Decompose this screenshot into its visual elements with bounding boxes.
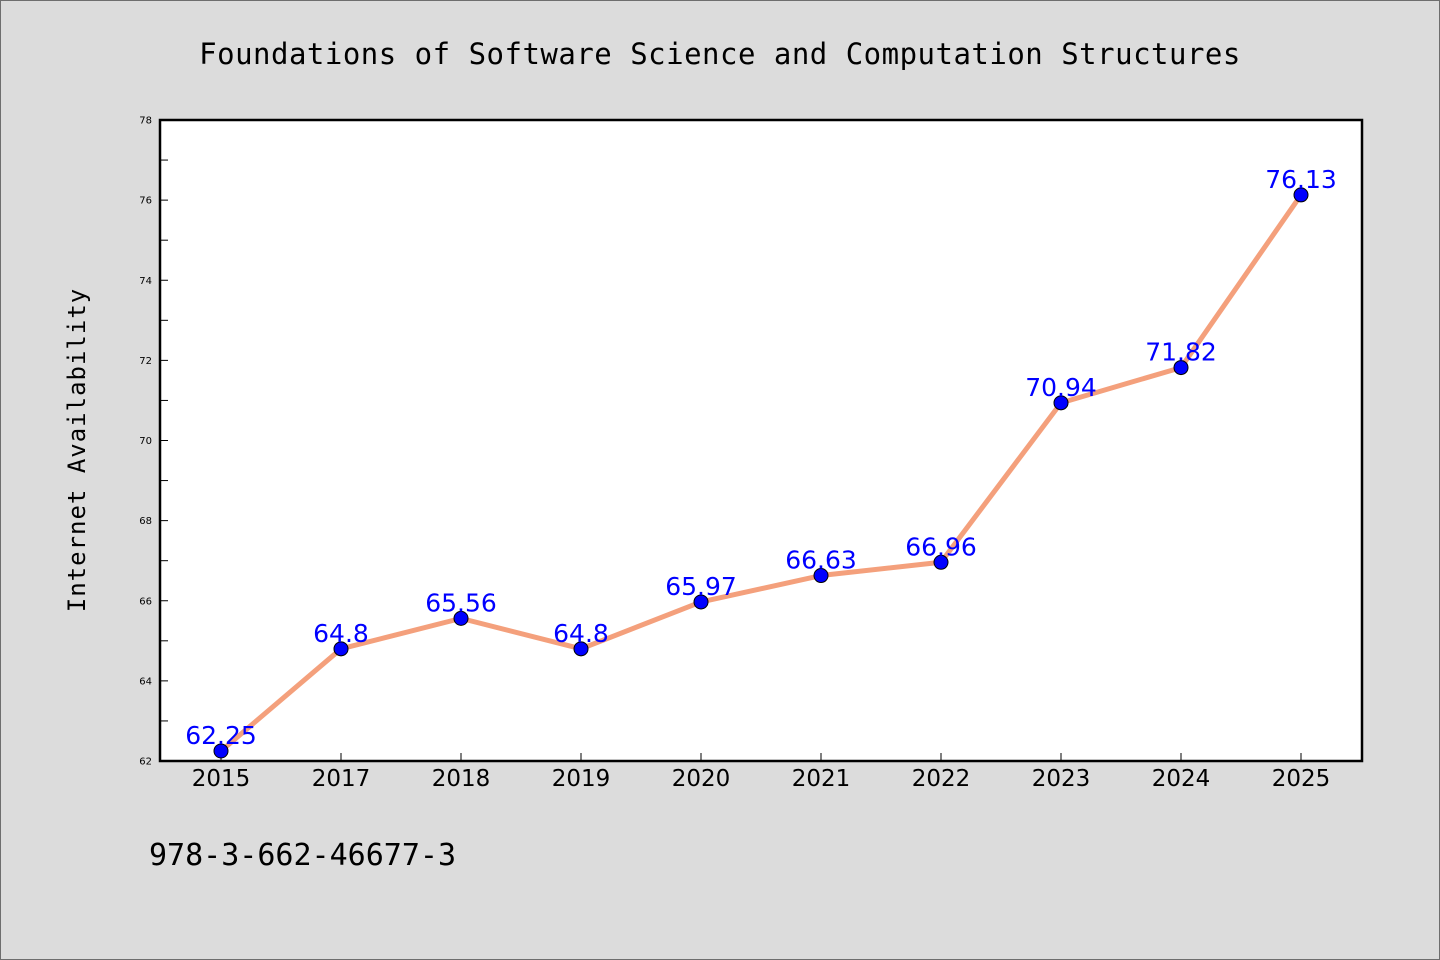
data-label: 66.63 <box>785 546 857 575</box>
data-label: 70.94 <box>1025 373 1097 402</box>
x-tick-label: 2018 <box>432 766 491 792</box>
data-point <box>1293 187 1309 203</box>
x-tick-label: 2022 <box>912 766 971 792</box>
data-label: 71.82 <box>1145 338 1217 367</box>
data-point <box>213 743 229 759</box>
data-label-layer: 62.25 64.8 65.56 64.8 65.97 66.63 66.96 70.94 71… <box>185 165 1337 750</box>
y-tick-label: 76 <box>139 196 152 207</box>
y-axis-label: Internet Availability <box>63 288 91 612</box>
data-label: 76.13 <box>1265 165 1337 194</box>
data-point <box>453 610 469 626</box>
plot-frame <box>158 118 1364 763</box>
y-tick-label: 68 <box>139 516 152 527</box>
x-tick-label: 2024 <box>1152 766 1211 792</box>
data-label: 66.96 <box>905 532 977 561</box>
x-tick-label: 2020 <box>672 766 731 792</box>
data-label: 65.97 <box>665 572 737 601</box>
x-tick-label: 2021 <box>792 766 851 792</box>
chart-title: Foundations of Software Science and Comp… <box>199 37 1241 71</box>
data-point <box>693 594 709 610</box>
x-tick-label: 2025 <box>1272 766 1331 792</box>
data-point <box>333 641 349 657</box>
x-tick-label: 2015 <box>192 766 251 792</box>
data-point <box>573 641 589 657</box>
data-label: 64.8 <box>313 619 369 648</box>
y-tick-label: 78 <box>139 116 152 127</box>
axis-ticks: 62 64 66 68 70 72 74 76 78 2015 2017 2018 2019 2020 20… <box>139 116 1330 793</box>
y-tick-label: 74 <box>139 276 152 287</box>
data-point <box>933 554 949 570</box>
data-point-layer <box>213 187 1309 759</box>
series-line <box>218 192 1304 754</box>
data-point <box>1173 360 1189 376</box>
data-label: 62.25 <box>185 721 257 750</box>
y-tick-label: 72 <box>139 356 152 367</box>
data-point <box>1053 395 1069 411</box>
isbn-footer: 978-3-662-46677-3 <box>149 838 456 873</box>
x-tick-label: 2017 <box>312 766 371 792</box>
y-tick-label: 66 <box>139 596 152 607</box>
data-label: 64.8 <box>553 619 609 648</box>
plot-area <box>160 120 1362 761</box>
x-tick-label: 2023 <box>1032 766 1091 792</box>
series-line-layer <box>218 192 1304 754</box>
y-tick-label: 70 <box>139 436 152 447</box>
data-point <box>813 568 829 584</box>
y-tick-label: 64 <box>139 676 152 687</box>
x-tick-label: 2019 <box>552 766 611 792</box>
y-tick-label: 62 <box>139 757 152 768</box>
data-label: 65.56 <box>425 588 497 617</box>
